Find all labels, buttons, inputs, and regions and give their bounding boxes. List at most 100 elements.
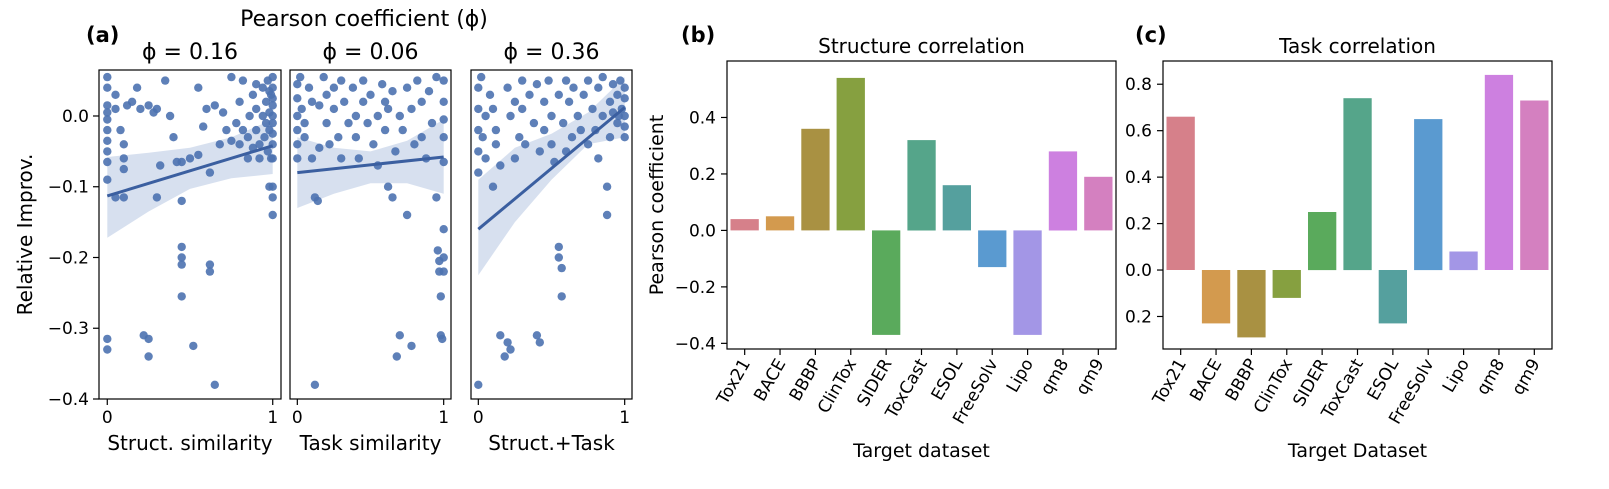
scatter-point — [252, 125, 261, 135]
scatter-point — [268, 94, 277, 103]
scatter-point — [605, 97, 615, 107]
scatter-point — [613, 118, 622, 128]
scatter-point — [293, 94, 302, 103]
x-tick-label: Lipo — [1003, 356, 1038, 397]
scatter-point — [554, 242, 563, 252]
panel-a-title: Pearson coefficient (ϕ) — [240, 7, 488, 32]
scatter-point — [594, 83, 603, 92]
x-tick-label: 0 — [102, 408, 113, 428]
scatter-point — [417, 133, 426, 142]
x-axis-label: Struct. similarity — [107, 431, 272, 455]
panel-a-label: (a) — [86, 23, 119, 47]
scatter-point — [268, 83, 277, 92]
scatter-point — [258, 83, 267, 92]
scatter-point — [439, 157, 448, 167]
scatter-point — [535, 147, 544, 156]
scatter-point — [144, 334, 153, 344]
bar-esol — [942, 185, 971, 231]
scatter-point — [439, 225, 448, 234]
scatter-point — [417, 97, 426, 107]
scatter-point — [185, 154, 195, 163]
y-tick-label: 0.0 — [689, 221, 716, 241]
bar-freesolv — [1414, 119, 1443, 271]
scatter-point — [407, 104, 416, 114]
scatter-point — [439, 76, 448, 85]
scatter-point — [506, 111, 515, 121]
scatter-point — [205, 260, 215, 269]
scatter-point — [395, 111, 404, 121]
scatter-point — [297, 104, 306, 114]
bar-lipo — [1013, 230, 1042, 335]
scatter-point — [344, 118, 353, 128]
bar-esol — [1378, 270, 1407, 324]
y-tick-label: −0.1 — [48, 178, 89, 198]
scatter-point — [506, 345, 515, 354]
scatter-point — [598, 72, 607, 82]
scatter-point — [227, 136, 236, 145]
plot-frame — [289, 69, 452, 400]
y-axis-label: Relative Improv. — [13, 154, 37, 316]
bar-bace — [765, 216, 795, 231]
scatter-point — [481, 111, 490, 121]
scatter-point — [439, 97, 448, 107]
scatter-point — [620, 83, 629, 92]
scatter-point — [119, 193, 128, 202]
scatter-point — [561, 76, 571, 85]
scatter-point — [359, 97, 368, 107]
x-tick-label: 1 — [619, 408, 630, 428]
scatter-point — [248, 90, 258, 100]
scatter-point — [304, 83, 314, 92]
scatter-point — [351, 111, 361, 121]
subplot-title: ϕ = 0.06 — [323, 40, 419, 65]
chart-title: Structure correlation — [818, 34, 1025, 58]
scatter-point — [103, 175, 112, 184]
scatter-point — [218, 108, 228, 117]
scatter-point — [557, 263, 566, 273]
scatter-point — [424, 87, 434, 96]
scatter-point — [227, 72, 236, 82]
scatter-point — [103, 345, 112, 354]
y-tick-label: −0.3 — [48, 319, 89, 339]
scatter-point — [532, 80, 542, 89]
scatter-point — [540, 97, 549, 107]
scatter-point — [503, 83, 512, 92]
bar-lipo — [1449, 251, 1478, 271]
bar-toxcast — [907, 140, 936, 231]
scatter-point — [177, 242, 186, 252]
scatter-point — [177, 260, 186, 269]
y-tick-label: 0.4 — [1125, 168, 1152, 188]
scatter-point — [616, 76, 625, 85]
scatter-point — [268, 118, 277, 128]
scatter-point — [127, 97, 137, 107]
y-tick-label: 0.8 — [1125, 75, 1152, 95]
y-tick-label: 0.2 — [689, 165, 716, 185]
scatter-point — [496, 331, 505, 340]
scatter-point — [177, 157, 186, 167]
scatter-point — [103, 334, 112, 344]
scatter-point — [252, 80, 261, 89]
scatter-point — [258, 111, 267, 121]
x-tick-label: 0 — [473, 408, 484, 428]
scatter-point — [378, 80, 387, 89]
scatter-point — [199, 122, 208, 131]
scatter-point — [325, 140, 334, 149]
scatter-point — [598, 111, 607, 121]
bar-tox21 — [730, 219, 759, 231]
y-axis-label: Pearson coefficient — [646, 115, 668, 296]
scatter-point — [410, 140, 419, 149]
scatter-point — [557, 292, 566, 301]
scatter-point — [488, 104, 498, 114]
bar-bbbp — [1237, 270, 1266, 338]
x-tick-label: 0 — [292, 408, 303, 428]
scatter-point — [111, 104, 120, 114]
scatter-point — [474, 380, 483, 389]
scatter-point — [402, 210, 412, 220]
scatter-point — [366, 90, 375, 100]
scatter-point — [268, 72, 277, 82]
scatter-point — [293, 125, 302, 135]
scatter-point — [388, 87, 397, 96]
scatter-point — [265, 182, 274, 191]
